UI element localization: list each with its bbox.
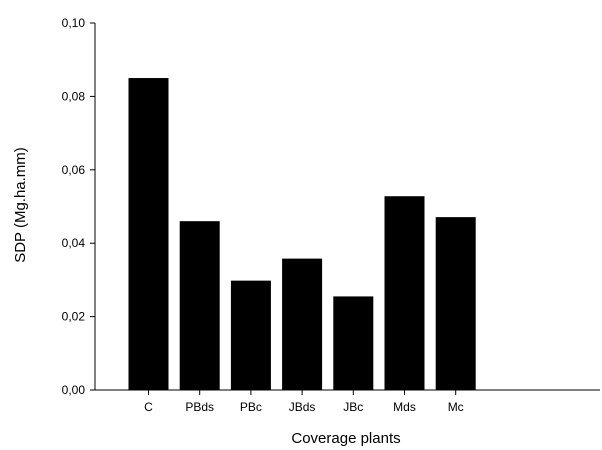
x-tick-label: PBc	[240, 400, 262, 414]
bar-pbc	[230, 280, 271, 390]
y-tick-label: 0,06	[62, 163, 86, 177]
bar-mds	[384, 196, 425, 390]
bar-c	[128, 78, 169, 391]
y-tick-label: 0,08	[62, 89, 86, 103]
bar-pbds	[179, 221, 220, 390]
x-tick-label: PBds	[185, 400, 214, 414]
y-tick-label: 0,10	[62, 16, 86, 30]
x-tick-label: Mc	[448, 400, 464, 414]
bar-jbc	[333, 296, 374, 390]
x-tick-label: Mds	[393, 400, 416, 414]
x-tick-label: JBds	[289, 400, 316, 414]
x-tick-label: C	[144, 400, 153, 414]
bar-jbds	[282, 258, 323, 390]
y-axis-title: SDP (Mg.ha.mm)	[12, 147, 29, 263]
y-tick-label: 0,02	[62, 310, 86, 324]
y-tick-label: 0,00	[62, 383, 86, 397]
bar-mc	[435, 217, 476, 390]
x-tick-label: JBc	[343, 400, 363, 414]
y-tick-label: 0,04	[62, 236, 86, 250]
x-axis-title: Coverage plants	[291, 430, 400, 447]
plot-area: 0,00 0,02 0,04 0,06 0,08 0,10 C PBds PBc JBds JBc M…	[62, 16, 600, 414]
